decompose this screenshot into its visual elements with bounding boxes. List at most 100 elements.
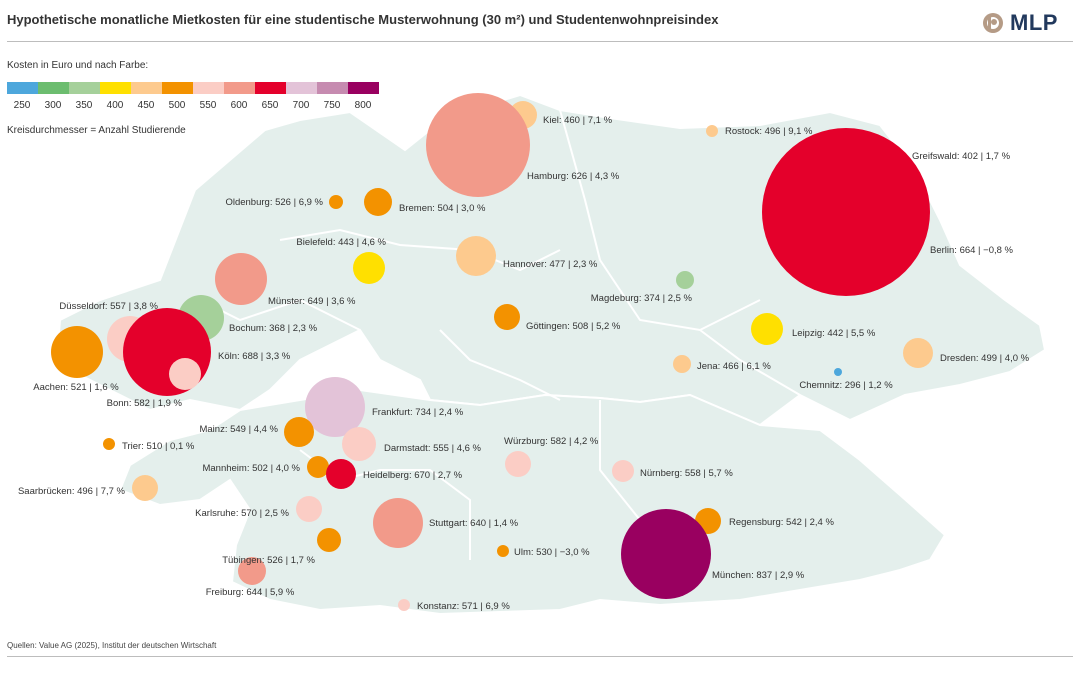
- legend-swatch-300: [38, 82, 69, 94]
- city-18-label: Jena: 466 | 6,1 %: [697, 361, 771, 372]
- color-legend-bar: 250 300 350 400 450 500 550 600 650 700 750 800: [7, 82, 379, 111]
- legend-size-label: Kreisdurchmesser = Anzahl Studierende: [7, 125, 186, 136]
- mlp-logo-icon: [983, 13, 1004, 33]
- city-3-label: Hamburg: 626 | 4,3 %: [527, 171, 620, 182]
- legend-swatch-800: [348, 82, 379, 94]
- legend-swatch-250: [7, 82, 38, 94]
- logo-text: MLP: [1010, 10, 1058, 35]
- city-26-label: Mannheim: 502 | 4,0 %: [202, 463, 300, 474]
- legend-swatch-350: [69, 82, 100, 94]
- legend-swatch-700: [286, 82, 317, 94]
- legend-value-450: 450: [138, 100, 155, 111]
- legend-value-500: 500: [169, 100, 186, 111]
- city-16-label: Aachen: 521 | 1,6 %: [33, 382, 119, 393]
- bottom-divider: [7, 656, 1073, 657]
- city-31-bubble: [373, 498, 423, 548]
- city-9-bubble: [215, 253, 267, 305]
- city-24-bubble: [342, 427, 376, 461]
- city-bubbles: [51, 93, 933, 611]
- city-22-bubble: [284, 417, 314, 447]
- city-6-bubble: [364, 188, 392, 216]
- legend-swatch-450: [131, 82, 162, 94]
- city-14-label: Leipzig: 442 | 5,5 %: [792, 328, 876, 339]
- city-13-label: Göttingen: 508 | 5,2 %: [526, 321, 621, 332]
- city-17-label: Bonn: 582 | 1,9 %: [107, 398, 183, 409]
- legend-value-800: 800: [355, 100, 372, 111]
- top-divider: [7, 41, 1073, 42]
- city-28-bubble: [612, 460, 634, 482]
- legend-swatch-400: [100, 82, 131, 94]
- city-24-label: Darmstadt: 555 | 4,6 %: [384, 443, 482, 454]
- city-2-label: Greifswald: 402 | 1,7 %: [912, 151, 1011, 162]
- city-9-label: Münster: 649 | 3,6 %: [268, 296, 356, 307]
- city-15-label: Köln: 688 | 3,3 %: [218, 351, 291, 362]
- city-8-bubble: [456, 236, 496, 276]
- city-19-bubble: [903, 338, 933, 368]
- legend-value-550: 550: [200, 100, 217, 111]
- city-32-label: Regensburg: 542 | 2,4 %: [729, 517, 834, 528]
- legend-value-300: 300: [45, 100, 62, 111]
- city-5-bubble: [329, 195, 343, 209]
- city-1-label: Rostock: 496 | 9,1 %: [725, 126, 813, 137]
- mlp-logo: MLP: [982, 10, 1058, 36]
- city-35-label: München: 837 | 2,9 %: [712, 570, 805, 581]
- legend-swatch-650: [255, 82, 286, 94]
- legend-swatch-550: [193, 82, 224, 94]
- city-19-label: Dresden: 499 | 4,0 %: [940, 353, 1030, 364]
- city-34-label: Ulm: 530 | −3,0 %: [514, 547, 590, 558]
- city-34-bubble: [497, 545, 509, 557]
- city-25-bubble: [505, 451, 531, 477]
- city-31-label: Stuttgart: 640 | 1,4 %: [429, 518, 519, 529]
- city-28-label: Nürnberg: 558 | 5,7 %: [640, 468, 733, 479]
- legend-swatch-500: [162, 82, 193, 94]
- city-1-bubble: [706, 125, 718, 137]
- legend-value-600: 600: [231, 100, 248, 111]
- city-6-label: Bremen: 504 | 3,0 %: [399, 203, 486, 214]
- city-3-bubble: [426, 93, 530, 197]
- city-5-label: Oldenburg: 526 | 6,9 %: [225, 197, 323, 208]
- city-16-bubble: [51, 326, 103, 378]
- city-10-label: Magdeburg: 374 | 2,5 %: [591, 293, 693, 304]
- city-27-bubble: [326, 459, 356, 489]
- legend-value-700: 700: [293, 100, 310, 111]
- city-29-bubble: [132, 475, 158, 501]
- chart-title: Hypothetische monatliche Mietkosten für …: [7, 12, 719, 27]
- legend-color-label: Kosten in Euro und nach Farbe:: [7, 60, 149, 71]
- city-36-label: Freiburg: 644 | 5,9 %: [206, 587, 295, 598]
- city-21-bubble: [305, 377, 365, 437]
- city-8-label: Hannover: 477 | 2,3 %: [503, 259, 598, 270]
- legend-value-750: 750: [324, 100, 341, 111]
- city-22-label: Mainz: 549 | 4,4 %: [199, 424, 278, 435]
- city-10-bubble: [676, 271, 694, 289]
- city-11-label: Düsseldorf: 557 | 3,8 %: [59, 301, 158, 312]
- city-4-bubble: [762, 128, 930, 296]
- city-7-label: Bielefeld: 443 | 4,6 %: [296, 237, 386, 248]
- legend-swatch-600: [224, 82, 255, 94]
- city-13-bubble: [494, 304, 520, 330]
- city-37-label: Konstanz: 571 | 6,9 %: [417, 601, 510, 612]
- city-14-bubble: [751, 313, 783, 345]
- legend-value-350: 350: [76, 100, 93, 111]
- city-37-bubble: [398, 599, 410, 611]
- legend-value-250: 250: [14, 100, 31, 111]
- state-borders: [199, 109, 801, 560]
- legend-value-650: 650: [262, 100, 279, 111]
- city-20-bubble: [834, 368, 842, 376]
- city-0-label: Kiel: 460 | 7,1 %: [543, 115, 613, 126]
- city-25-label: Würzburg: 582 | 4,2 %: [504, 436, 599, 447]
- city-29-label: Saarbrücken: 496 | 7,7 %: [18, 486, 126, 497]
- city-21-label: Frankfurt: 734 | 2,4 %: [372, 407, 464, 418]
- city-35-bubble: [621, 509, 711, 599]
- city-20-label: Chemnitz: 296 | 1,2 %: [799, 380, 893, 391]
- city-labels: Kiel: 460 | 7,1 % Rostock: 496 | 9,1 % Gre…: [18, 115, 1030, 612]
- city-17-bubble: [169, 358, 201, 390]
- legend-swatch-750: [317, 82, 348, 94]
- city-26-bubble: [307, 456, 329, 478]
- city-27-label: Heidelberg: 670 | 2,7 %: [363, 470, 463, 481]
- source-note: Quellen: Value AG (2025), Institut der d…: [7, 641, 217, 650]
- city-18-bubble: [673, 355, 691, 373]
- city-33-label: Tübingen: 526 | 1,7 %: [222, 555, 315, 566]
- city-30-bubble: [296, 496, 322, 522]
- city-30-label: Karlsruhe: 570 | 2,5 %: [195, 508, 289, 519]
